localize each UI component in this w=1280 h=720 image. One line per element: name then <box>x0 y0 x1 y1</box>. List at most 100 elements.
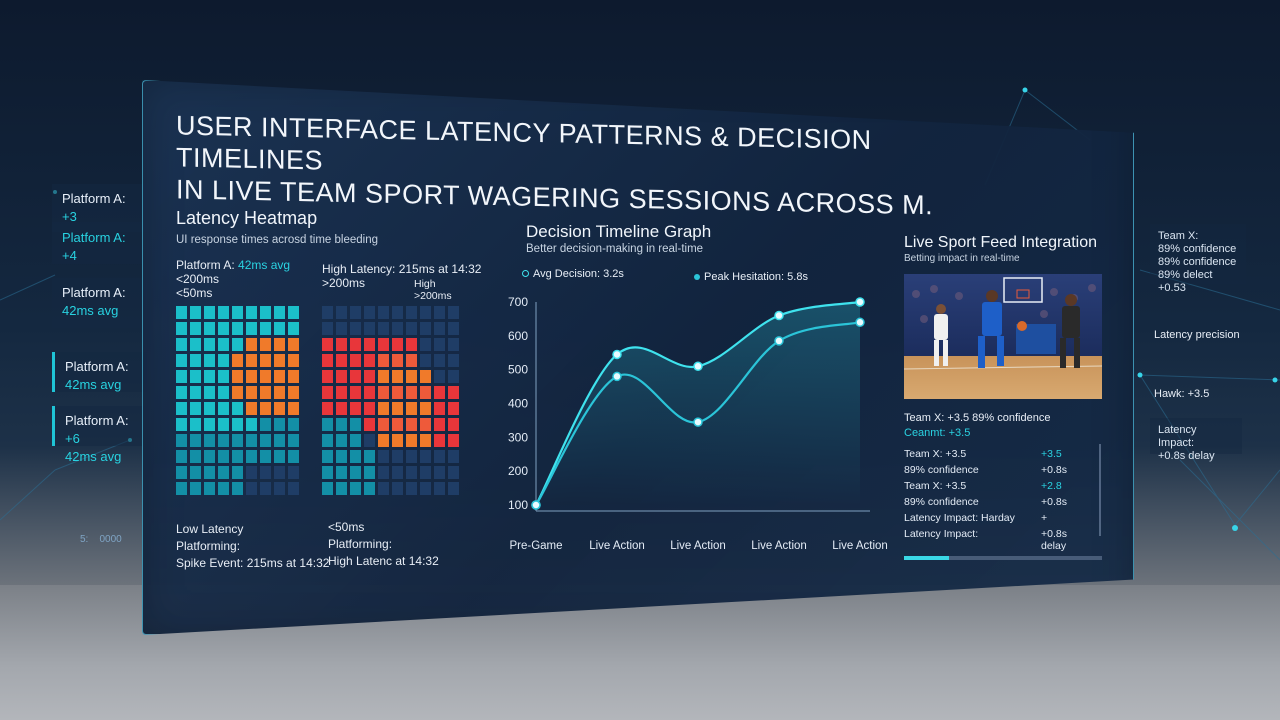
heatmap-cell <box>434 482 445 495</box>
heatmap-cell <box>420 434 431 447</box>
heatmap-cell <box>204 402 215 415</box>
heatmap-cell <box>448 466 459 479</box>
heatmap-cell <box>420 370 431 383</box>
heatmap-cell <box>364 338 375 351</box>
heatmap-cell <box>260 466 271 479</box>
heatmap-legend-left-a: Platform A: <box>176 258 239 272</box>
heatmap-cell <box>288 322 299 335</box>
heatmap-cell <box>322 450 333 463</box>
heatmap-cell <box>288 306 299 319</box>
heatmap-cell <box>190 354 201 367</box>
heatmap-cell <box>378 450 389 463</box>
heatmap-cell <box>288 434 299 447</box>
heatmap-cell <box>190 322 201 335</box>
right-team-title: Team X: <box>1158 230 1199 242</box>
heatmap-cell <box>364 322 375 335</box>
feed-row-right: +0.8s delay <box>1041 528 1067 552</box>
heatmap-cell <box>420 322 431 335</box>
heatmap-cell <box>204 418 215 431</box>
data-point <box>855 317 865 328</box>
page-title: USER INTERFACE LATENCY PATTERNS & DECISI… <box>176 109 996 222</box>
right-team-line1: 89% confidence <box>1158 243 1237 255</box>
basketball-scene-icon <box>904 274 1102 399</box>
left-card-5-value: +6 <box>65 431 80 446</box>
data-point <box>612 349 622 360</box>
heatmap-cell <box>406 434 417 447</box>
heatmap-cell <box>246 418 257 431</box>
heatmap-cell <box>322 434 333 447</box>
heatmap-cell <box>260 306 271 319</box>
feed-scrollbar[interactable] <box>1099 444 1101 536</box>
heatmap-cell <box>176 418 187 431</box>
heatmap-cell <box>364 386 375 399</box>
left-card-4-label: Platform A: <box>65 359 129 374</box>
heatmap-cell <box>260 402 271 415</box>
heatmap-cell <box>350 322 361 335</box>
heatmap-cell <box>322 306 333 319</box>
heatmap-cell <box>420 306 431 319</box>
heatmap-cell <box>392 418 403 431</box>
heatmap-cell <box>260 482 271 495</box>
heatmap-cell <box>274 434 285 447</box>
heatmap-cell <box>322 466 333 479</box>
heatmap-grid-right <box>322 306 459 495</box>
y-tick-label: 600 <box>508 329 528 343</box>
heatmap-cell <box>260 418 271 431</box>
heatmap-cell <box>260 338 271 351</box>
heatmap-cell <box>204 306 215 319</box>
heatmap-cell <box>274 370 285 383</box>
live-feed-video[interactable] <box>904 274 1102 399</box>
heatmap-footer-right-2: Platforming: <box>328 537 393 551</box>
heatmap-cell <box>204 450 215 463</box>
left-card-4: Platform A: 42ms avg <box>52 352 147 392</box>
heatmap-cell <box>288 338 299 351</box>
heatmap-cell <box>218 354 229 367</box>
heatmap-cell <box>190 450 201 463</box>
heatmap-footer-right-1: <50ms <box>328 520 365 534</box>
heatmap-cell <box>218 418 229 431</box>
heatmap-cell <box>274 386 285 399</box>
heatmap-cell <box>232 338 243 351</box>
heatmap-cell <box>274 482 285 495</box>
heatmap-cell <box>336 386 347 399</box>
heatmap-cell <box>232 450 243 463</box>
heatmap-cell <box>350 418 361 431</box>
feed-row: Latency Impact: Harday + <box>904 512 1094 528</box>
heatmap-cell <box>378 306 389 319</box>
heatmap-cell <box>176 450 187 463</box>
heatmap-cell <box>232 434 243 447</box>
heatmap-cell <box>190 482 201 495</box>
heatmap-cell <box>336 418 347 431</box>
x-tick-label: Live Action <box>589 540 645 552</box>
heatmap-cell <box>434 386 445 399</box>
series-area <box>536 302 860 505</box>
heatmap-cell <box>406 402 417 415</box>
data-point <box>693 417 703 427</box>
heatmap-cell <box>392 466 403 479</box>
feed-row-left: Team X: +3.5 <box>904 448 967 460</box>
heatmap-cell <box>218 322 229 335</box>
heatmap-cell <box>246 306 257 319</box>
heatmap-cell <box>364 402 375 415</box>
heatmap-cell <box>322 322 333 335</box>
heatmap-cell <box>218 402 229 415</box>
data-point <box>612 371 622 382</box>
left-card-1-value: +3 <box>62 209 77 224</box>
x-tick-label: Live Action <box>832 540 888 552</box>
heatmap-cell <box>322 370 333 383</box>
heatmap-cell <box>434 338 445 351</box>
heatmap-subtitle: UI response times acrosd time bleeding <box>176 234 378 246</box>
heatmap-cell <box>406 306 417 319</box>
heatmap-cell <box>392 386 403 399</box>
heatmap-legend-left-2: <200ms <box>176 272 220 286</box>
heatmap-cell <box>204 386 215 399</box>
heatmap-cell <box>260 370 271 383</box>
heatmap-cell <box>336 354 347 367</box>
heatmap-cell <box>420 450 431 463</box>
heatmap-cell <box>434 450 445 463</box>
heatmap-cell <box>232 402 243 415</box>
heatmap-cell <box>288 370 299 383</box>
feed-row-right: + <box>1041 512 1048 524</box>
heatmap-cell <box>350 482 361 495</box>
heatmap-cell <box>232 386 243 399</box>
